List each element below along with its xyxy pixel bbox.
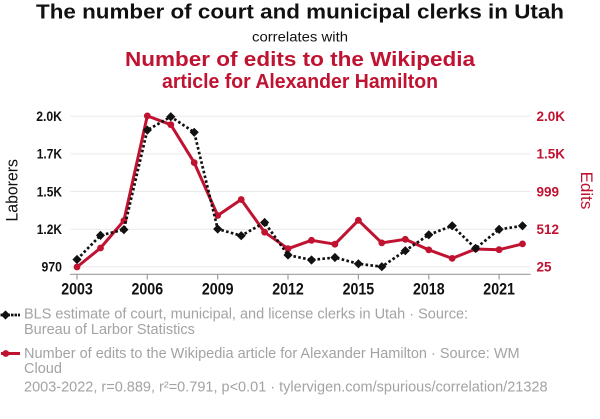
- svg-text:Laborers: Laborers: [2, 159, 21, 222]
- svg-text:2.0K: 2.0K: [36, 109, 62, 124]
- svg-text:25: 25: [537, 260, 553, 275]
- svg-text:Cloud: Cloud: [24, 361, 62, 377]
- svg-text:Number of edits to the Wikiped: Number of edits to the Wikipedia: [125, 49, 476, 71]
- svg-text:2012: 2012: [272, 280, 304, 299]
- svg-text:2003: 2003: [61, 280, 93, 299]
- svg-text:BLS estimate of court, municip: BLS estimate of court, municipal, and li…: [24, 307, 468, 323]
- svg-text:1.5K: 1.5K: [537, 147, 566, 162]
- svg-text:Bureau of Larbor Statistics: Bureau of Larbor Statistics: [24, 322, 195, 338]
- svg-text:article for Alexander Hamilton: article for Alexander Hamilton: [162, 71, 438, 93]
- svg-text:970: 970: [42, 260, 63, 275]
- svg-text:999: 999: [537, 184, 560, 199]
- svg-text:2021: 2021: [483, 280, 515, 299]
- svg-text:2006: 2006: [132, 280, 164, 299]
- svg-text:Edits: Edits: [577, 172, 596, 210]
- svg-text:1.5K: 1.5K: [37, 184, 62, 199]
- svg-text:1.2K: 1.2K: [37, 222, 62, 237]
- svg-text:2.0K: 2.0K: [537, 109, 566, 124]
- svg-text:512: 512: [537, 222, 560, 237]
- svg-text:2018: 2018: [413, 280, 445, 299]
- svg-text:Number of edits to the Wikiped: Number of edits to the Wikipedia article…: [24, 346, 520, 362]
- svg-text:2015: 2015: [343, 280, 375, 299]
- svg-text:1.7K: 1.7K: [37, 147, 62, 162]
- svg-text:correlates with: correlates with: [252, 29, 348, 45]
- svg-text:The number of court and munici: The number of court and municipal clerks…: [36, 1, 564, 24]
- svg-text:2009: 2009: [202, 280, 234, 299]
- svg-text:2003-2022, r=0.889, r²=0.791,: 2003-2022, r=0.889, r²=0.791, p<0.01 · t…: [24, 380, 548, 396]
